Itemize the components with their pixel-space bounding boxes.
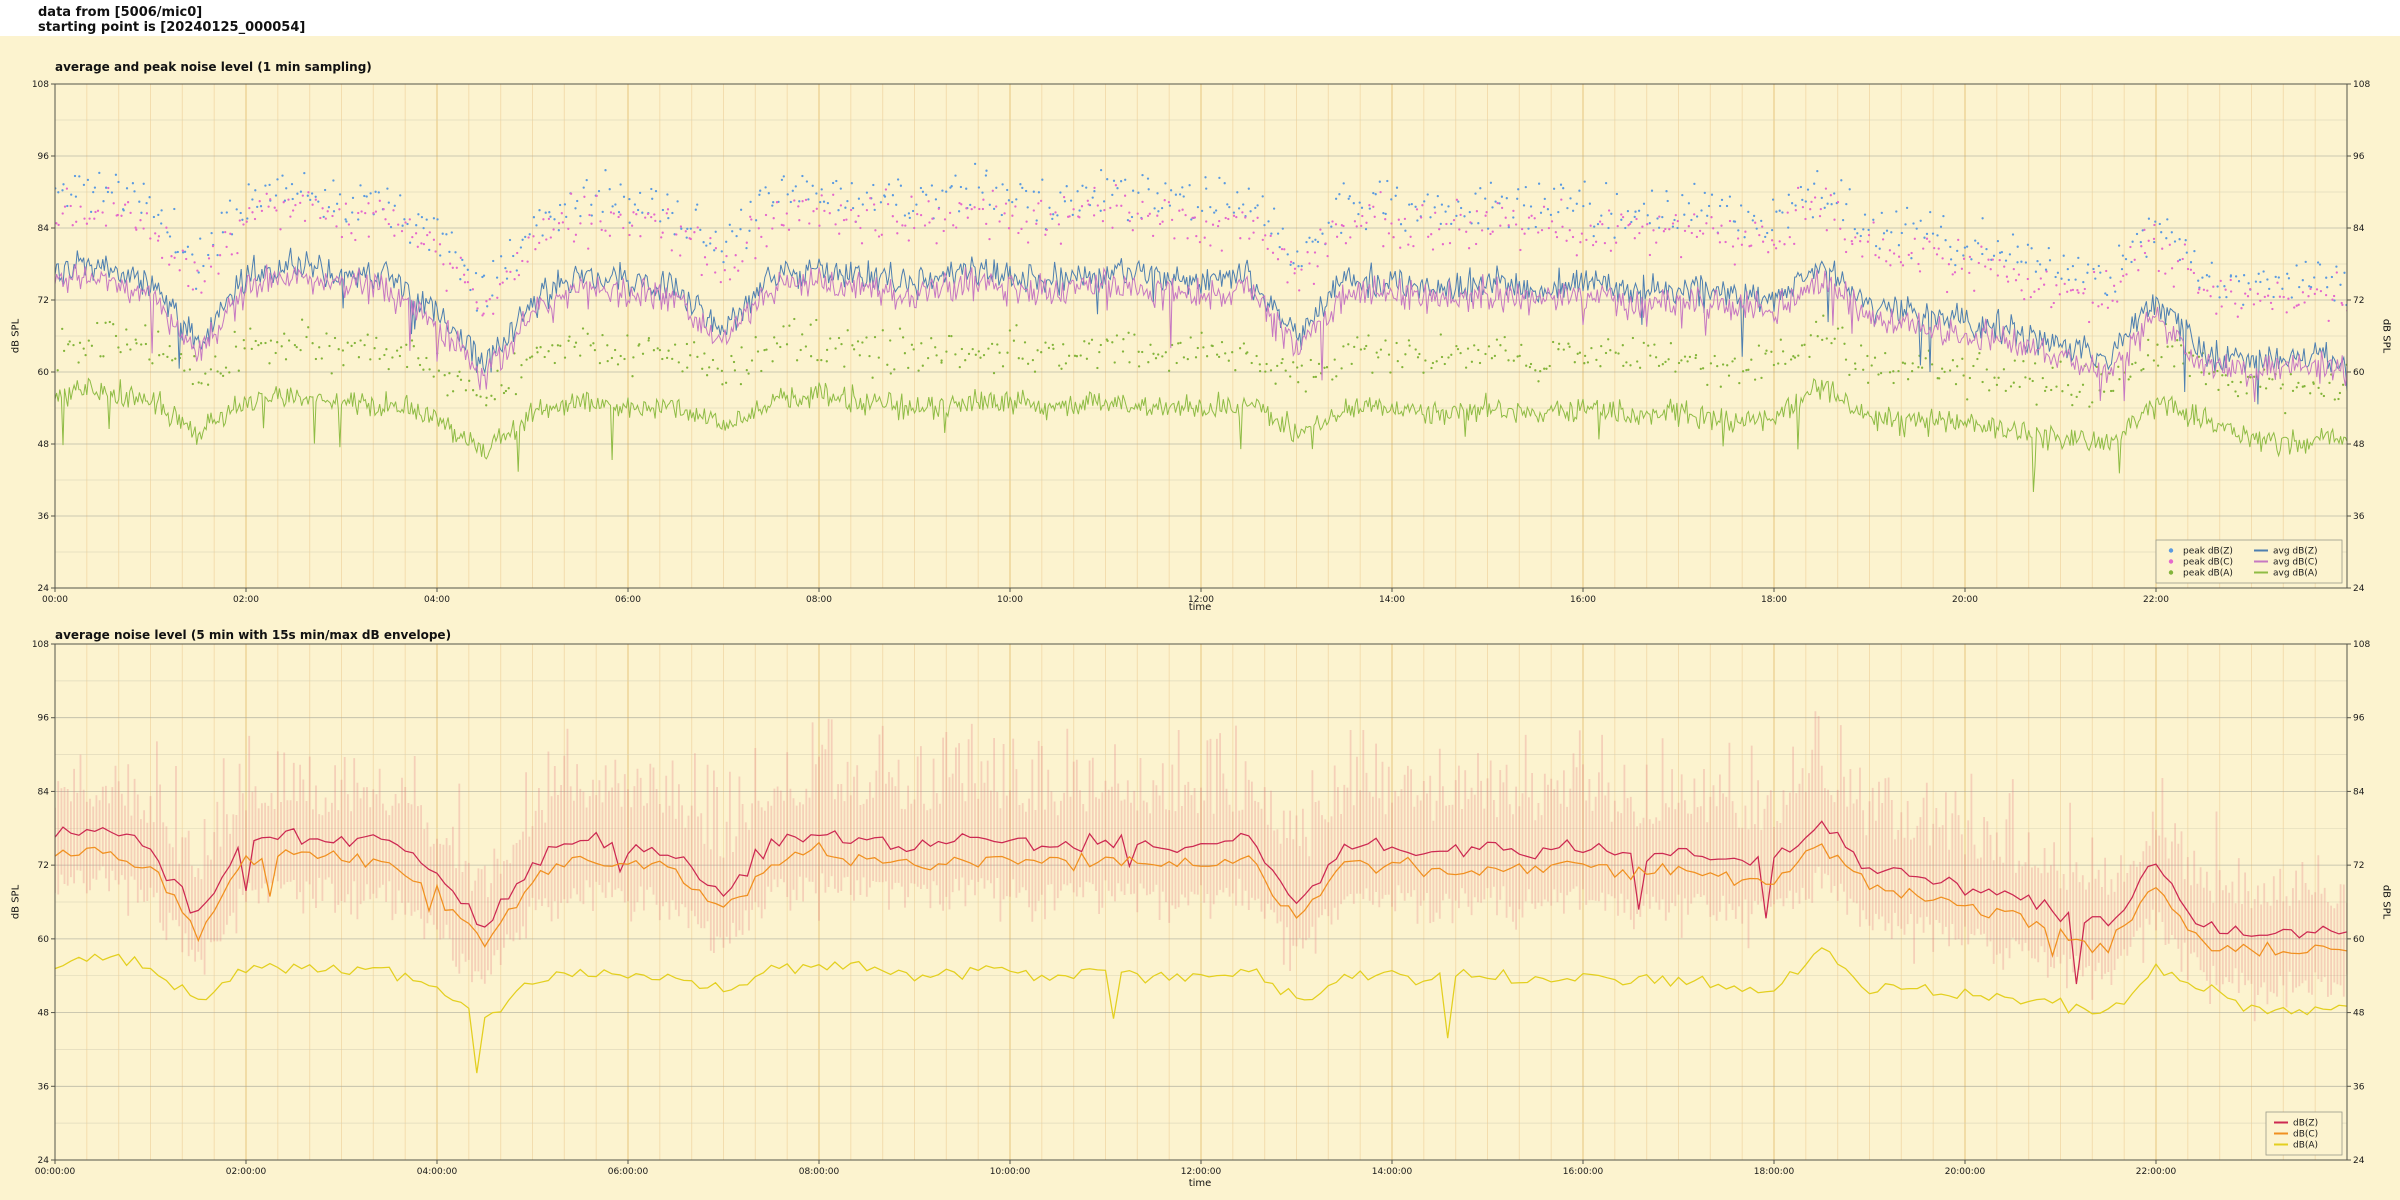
xtick-label: 20:00 bbox=[1952, 595, 1978, 605]
ytick-label-left: 60 bbox=[38, 935, 50, 945]
ytick-label-right: 96 bbox=[2353, 714, 2365, 724]
scatter-peak_dba bbox=[56, 314, 2347, 415]
chart2-xlabel: time bbox=[1188, 1178, 1212, 1189]
ytick-label-right: 24 bbox=[2353, 584, 2365, 594]
legend-marker-dot bbox=[2168, 570, 2174, 575]
ytick-label-left: 48 bbox=[38, 1009, 50, 1019]
ytick-label-right: 108 bbox=[2353, 640, 2370, 650]
xtick-label: 08:00:00 bbox=[799, 1167, 840, 1177]
minmax-envelope bbox=[55, 711, 2347, 1022]
legend-label: peak dB(A) bbox=[2183, 569, 2233, 579]
ytick-label-left: 108 bbox=[32, 640, 49, 650]
xtick-label: 16:00:00 bbox=[1563, 1167, 1604, 1177]
ytick-label-left: 96 bbox=[38, 152, 50, 162]
grid-horizontal-minor bbox=[55, 680, 2347, 1124]
legend: dB(Z)dB(C)dB(A) bbox=[2265, 1111, 2343, 1156]
header: data from [5006/mic0] starting point is … bbox=[38, 5, 305, 35]
ytick-label-right: 108 bbox=[2353, 80, 2370, 90]
xtick-label: 02:00 bbox=[233, 595, 259, 605]
ytick-label-right: 60 bbox=[2353, 368, 2365, 378]
ytick-label-left: 24 bbox=[38, 584, 50, 594]
ytick-label-left: 96 bbox=[38, 714, 50, 724]
legend-label: dB(Z) bbox=[2293, 1119, 2318, 1129]
ytick-label-right: 48 bbox=[2353, 440, 2365, 450]
figure-avg-peak-noise: 24 24 36 36 48 48 60 60 72 72 84 84 96 96 108 108 00:00 0… bbox=[0, 36, 2400, 626]
legend-label: peak dB(Z) bbox=[2183, 547, 2233, 557]
ytick-label-left: 72 bbox=[38, 861, 49, 871]
chart1-ylabel-right: dB SPL bbox=[2380, 318, 2392, 354]
xtick-label: 04:00:00 bbox=[417, 1167, 458, 1177]
legend: peak dB(Z)peak dB(C)peak dB(A)avg dB(Z)a… bbox=[2155, 539, 2343, 584]
xtick-label: 06:00 bbox=[615, 595, 641, 605]
chart2-canvas: 24 24 36 36 48 48 60 60 72 72 84 84 96 96 108 108 00:00:… bbox=[32, 640, 2371, 1177]
xtick-label: 04:00 bbox=[424, 595, 450, 605]
ytick-label-right: 60 bbox=[2353, 935, 2365, 945]
series-dbz bbox=[55, 820, 2347, 985]
header-source-line: data from [5006/mic0] bbox=[38, 5, 203, 20]
ytick-label-right: 72 bbox=[2353, 861, 2364, 871]
xtick-label: 18:00:00 bbox=[1754, 1167, 1795, 1177]
chart1-title: average and peak noise level (1 min samp… bbox=[55, 60, 372, 74]
chart1-canvas: 24 24 36 36 48 48 60 60 72 72 84 84 96 96 108 108 00:00 0… bbox=[32, 80, 2371, 605]
ytick-label-right: 24 bbox=[2353, 1156, 2365, 1166]
ytick-label-right: 96 bbox=[2353, 152, 2365, 162]
xtick-label: 12:00:00 bbox=[1181, 1167, 1222, 1177]
chart1-ylabel-left: dB SPL bbox=[10, 318, 22, 354]
ytick-label-right: 48 bbox=[2353, 1009, 2365, 1019]
axis-ticks: 24 24 36 36 48 48 60 60 72 72 84 84 96 96 108 108 00:00 0… bbox=[32, 80, 2371, 605]
legend-label: peak dB(C) bbox=[2183, 558, 2233, 568]
legend-label: dB(C) bbox=[2293, 1130, 2318, 1140]
xtick-label: 06:00:00 bbox=[608, 1167, 649, 1177]
ytick-label-right: 84 bbox=[2353, 224, 2365, 234]
ytick-label-right: 72 bbox=[2353, 296, 2364, 306]
xtick-label: 22:00:00 bbox=[2136, 1167, 2177, 1177]
xtick-label: 16:00 bbox=[1570, 595, 1596, 605]
header-start-line: starting point is [20240125_000054] bbox=[38, 20, 306, 35]
ytick-label-left: 84 bbox=[38, 787, 50, 797]
legend-label: avg dB(A) bbox=[2273, 569, 2317, 579]
chart1-xlabel: time bbox=[1188, 602, 1212, 613]
figure-avg-noise-envelope: 24 24 36 36 48 48 60 60 72 72 84 84 96 96 108 108 00:00:… bbox=[0, 626, 2400, 1200]
ytick-label-left: 60 bbox=[38, 368, 50, 378]
scatter-peak_dbc bbox=[55, 184, 2347, 324]
legend-label: avg dB(C) bbox=[2273, 558, 2318, 568]
xtick-label: 10:00:00 bbox=[990, 1167, 1031, 1177]
xtick-label: 02:00:00 bbox=[226, 1167, 267, 1177]
xtick-label: 14:00:00 bbox=[1372, 1167, 1413, 1177]
xtick-label: 00:00 bbox=[42, 595, 68, 605]
chart2-ylabel-right: dB SPL bbox=[2380, 884, 2392, 920]
xtick-label: 12:00 bbox=[1188, 595, 1214, 605]
xtick-label: 00:00:00 bbox=[35, 1167, 76, 1177]
ytick-label-right: 36 bbox=[2353, 1082, 2365, 1092]
ytick-label-left: 72 bbox=[38, 296, 49, 306]
series-avg_dba bbox=[55, 377, 2347, 493]
series-dbc bbox=[55, 841, 2347, 959]
xtick-label: 18:00 bbox=[1761, 595, 1787, 605]
chart2-title: average noise level (5 min with 15s min/… bbox=[55, 628, 452, 642]
axis-ticks: 24 24 36 36 48 48 60 60 72 72 84 84 96 96 108 108 00:00:… bbox=[32, 640, 2371, 1177]
legend-label: avg dB(Z) bbox=[2273, 547, 2318, 557]
xtick-label: 22:00 bbox=[2143, 595, 2169, 605]
series-dba bbox=[55, 947, 2347, 1074]
legend-marker-dot bbox=[2168, 559, 2174, 564]
ytick-label-left: 36 bbox=[38, 512, 50, 522]
legend-marker-dot bbox=[2168, 548, 2174, 553]
ytick-label-left: 24 bbox=[38, 1156, 50, 1166]
xtick-label: 20:00:00 bbox=[1945, 1167, 1986, 1177]
xtick-label: 10:00 bbox=[997, 595, 1023, 605]
ytick-label-left: 84 bbox=[38, 224, 50, 234]
chart2-ylabel-left: dB SPL bbox=[10, 884, 22, 920]
xtick-label: 08:00 bbox=[806, 595, 832, 605]
ytick-label-left: 108 bbox=[32, 80, 49, 90]
ytick-label-right: 84 bbox=[2353, 787, 2365, 797]
header-strip bbox=[0, 0, 2400, 36]
ytick-label-right: 36 bbox=[2353, 512, 2365, 522]
xtick-label: 14:00 bbox=[1379, 595, 1405, 605]
legend-label: dB(A) bbox=[2293, 1141, 2318, 1151]
ytick-label-left: 36 bbox=[38, 1082, 50, 1092]
ytick-label-left: 48 bbox=[38, 440, 50, 450]
series-avg_dbc bbox=[55, 263, 2347, 403]
